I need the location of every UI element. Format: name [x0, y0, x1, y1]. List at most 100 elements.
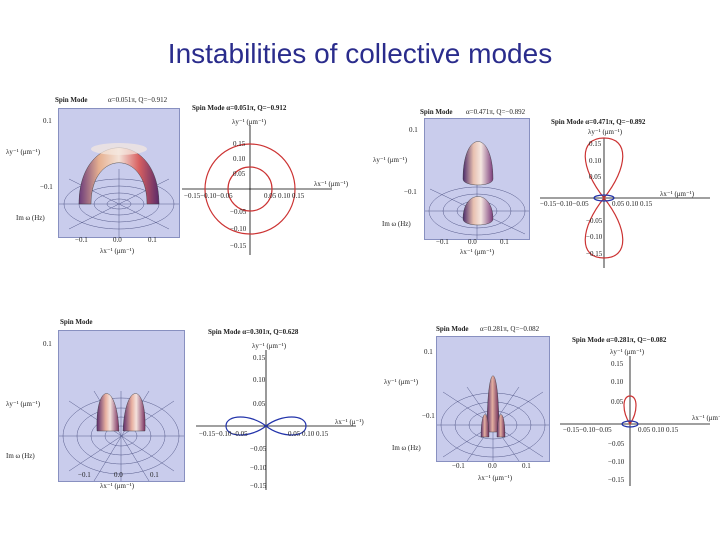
- polar-y-tick: −0.10: [608, 458, 625, 466]
- surface-plot-3d: [58, 330, 185, 482]
- surface-z-tick: 0.1: [43, 117, 52, 125]
- surface-x-tick: 0.1: [148, 236, 157, 244]
- surface-plot-3d: [424, 118, 530, 240]
- surface-z-tick: 0.1: [424, 348, 433, 356]
- polar-x-axis-label: λx⁻¹ (μm⁻¹): [314, 180, 349, 188]
- surface-z-axis-label: Im ω (Hz): [16, 214, 45, 222]
- polar-y-tick: −0.05: [586, 217, 603, 225]
- polar-y-tick: 0.05: [253, 400, 266, 408]
- surface-x-tick: −0.1: [452, 462, 465, 470]
- polar-x-ticks-pos: 0.05 0.10 0.15: [264, 192, 305, 200]
- polar-y-tick: −0.10: [250, 464, 267, 472]
- polar-y-tick: 0.10: [589, 157, 602, 165]
- polar-y-tick: −0.05: [230, 208, 247, 216]
- polar-curve: [623, 395, 637, 426]
- polar-curve: [621, 420, 639, 428]
- surface-x-axis-label: λx⁻¹ (μm⁻¹): [100, 482, 135, 490]
- surface-plot-3d: [58, 108, 180, 238]
- polar-y-tick: −0.15: [230, 242, 247, 250]
- surface-params-label: α=0.051π, Q=−0.912: [108, 96, 168, 104]
- surface-x-tick: 0.1: [522, 462, 531, 470]
- surface-z-tick: 0.1: [409, 126, 418, 134]
- surface-x-tick: 0.0: [468, 238, 477, 246]
- surface-plot-3d: [436, 336, 550, 462]
- surface-x-tick: −0.1: [436, 238, 449, 246]
- polar-x-axis-label: λx⁻¹ (μm⁻¹): [660, 190, 695, 198]
- polar-curve: [584, 137, 624, 259]
- polar-x-ticks-pos: 0.05 0.10 0.15: [612, 200, 653, 208]
- polar-y-axis-label: λy⁻¹ (μm⁻¹): [588, 128, 623, 136]
- polar-x-ticks-neg: −0.15−0.10−0.05: [540, 200, 589, 208]
- polar-y-tick: −0.05: [608, 440, 625, 448]
- polar-y-tick: 0.15: [611, 360, 624, 368]
- polar-y-tick: 0.15: [589, 140, 602, 148]
- polar-header: Spin Mode α=0.301π, Q=0.628: [208, 328, 299, 336]
- surface-y-axis-label: λy⁻¹ (μm⁻¹): [6, 148, 41, 156]
- surface-y-tick: −0.1: [404, 188, 417, 196]
- surface-mode-label: Spin Mode: [55, 96, 88, 104]
- polar-y-tick: −0.05: [250, 445, 267, 453]
- surface-mode-label: Spin Mode: [60, 318, 93, 326]
- polar-header: Spin Mode α=0.051π, Q=−0.912: [192, 104, 287, 112]
- polar-plot: [560, 346, 710, 486]
- surface-x-tick: 0.1: [150, 471, 159, 479]
- polar-x-ticks-pos: 0.05 0.10 0.15: [638, 426, 679, 434]
- surface-y-axis-label: λy⁻¹ (μm⁻¹): [373, 156, 408, 164]
- surface-y-tick: −0.1: [422, 412, 435, 420]
- polar-x-axis-label: λx⁻¹ (μ⁻¹): [335, 418, 364, 426]
- surface-x-tick: −0.1: [78, 471, 91, 479]
- polar-y-tick: −0.15: [250, 482, 267, 490]
- surface-z-axis-label: Im ω (Hz): [6, 452, 35, 460]
- polar-curve: [227, 166, 273, 212]
- polar-plot: [182, 115, 332, 255]
- surface-z-axis-label: Im ω (Hz): [392, 444, 421, 452]
- polar-y-tick: 0.10: [233, 155, 246, 163]
- polar-curve: [225, 416, 307, 436]
- surface-x-tick: 0.0: [114, 471, 123, 479]
- polar-y-tick: 0.05: [589, 173, 602, 181]
- polar-y-tick: 0.10: [253, 376, 266, 384]
- polar-header: Spin Mode α=0.471π, Q=−0.892: [551, 118, 646, 126]
- surface-y-axis-label: λy⁻¹ (μm⁻¹): [6, 400, 41, 408]
- polar-y-axis-label: λy⁻¹ (μm⁻¹): [252, 342, 287, 350]
- polar-x-ticks-pos: 0.05 0.10 0.15: [288, 430, 329, 438]
- surface-x-axis-label: λx⁻¹ (μm⁻¹): [478, 474, 513, 482]
- polar-x-axis-label: λx⁻¹ (μm⁻¹): [692, 414, 720, 422]
- polar-y-tick: 0.05: [233, 170, 246, 178]
- polar-y-tick: 0.05: [611, 398, 624, 406]
- polar-y-tick: 0.15: [233, 140, 246, 148]
- polar-x-ticks-neg: −0.15−0.10−0.05: [184, 192, 233, 200]
- polar-y-tick: −0.15: [608, 476, 625, 484]
- surface-mesh: [59, 143, 179, 237]
- polar-y-tick: −0.10: [586, 233, 603, 241]
- surface-z-tick: 0.1: [43, 340, 52, 348]
- surface-x-axis-label: λx⁻¹ (μm⁻¹): [100, 247, 135, 255]
- polar-plot: [540, 128, 710, 268]
- surface-mode-label: Spin Mode: [420, 108, 453, 116]
- polar-y-tick: 0.15: [253, 354, 266, 362]
- surface-params-label: α=0.471π, Q=−0.892: [466, 108, 526, 116]
- surface-mode-label: Spin Mode: [436, 325, 469, 333]
- surface-mesh: [425, 141, 529, 239]
- surface-mesh: [437, 375, 549, 461]
- polar-y-axis-label: λy⁻¹ (μm⁻¹): [610, 348, 645, 356]
- polar-y-tick: 0.10: [611, 378, 624, 386]
- surface-z-axis-label: Im ω (Hz): [382, 220, 411, 228]
- polar-x-ticks-neg: −0.15−0.10−0.05: [199, 430, 248, 438]
- polar-y-axis-label: λy⁻¹ (μm⁻¹): [232, 118, 267, 126]
- polar-plot: [196, 340, 356, 490]
- polar-curve: [593, 194, 615, 202]
- surface-mesh: [59, 390, 184, 481]
- slide-title: Instabilities of collective modes: [167, 38, 553, 69]
- surface-x-axis-label: λx⁻¹ (μm⁻¹): [460, 248, 495, 256]
- polar-x-ticks-neg: −0.15−0.10−0.05: [563, 426, 612, 434]
- surface-x-tick: −0.1: [75, 236, 88, 244]
- polar-header: Spin Mode α=0.281π, Q=−0.082: [572, 336, 667, 344]
- surface-x-tick: 0.0: [488, 462, 497, 470]
- surface-y-axis-label: λy⁻¹ (μm⁻¹): [384, 378, 419, 386]
- surface-x-tick: 0.0: [113, 236, 122, 244]
- polar-y-tick: −0.10: [230, 225, 247, 233]
- surface-x-tick: 0.1: [500, 238, 509, 246]
- polar-y-tick: −0.15: [586, 250, 603, 258]
- polar-curve: [204, 143, 296, 235]
